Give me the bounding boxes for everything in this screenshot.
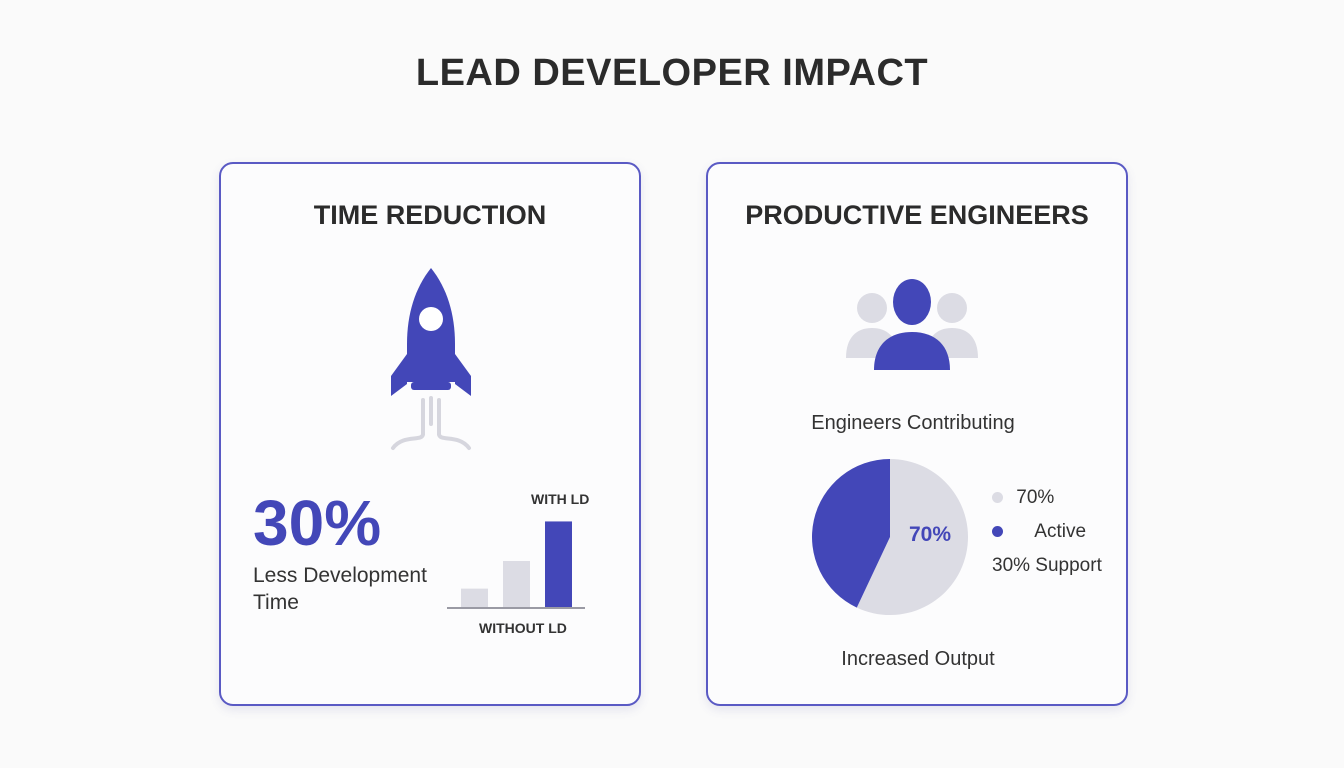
- team-people-icon: [846, 279, 978, 370]
- legend-item: 30% Support: [992, 555, 1102, 577]
- legend-dot-accent: [992, 526, 1003, 538]
- bar: [503, 561, 530, 607]
- pie-slice-support: [856, 459, 968, 615]
- pie-chart-heading: Engineers Contributing: [811, 412, 1015, 434]
- time-reduction-caption: Less Development Time: [253, 564, 427, 614]
- engineers-pie-chart: 70%: [812, 459, 968, 615]
- card-footer-label: Increased Output: [841, 648, 995, 670]
- rocket-icon: [391, 268, 471, 450]
- legend-dot-muted: [992, 492, 1003, 504]
- pie-slice-active: [812, 459, 890, 608]
- time-reduction-title: TIME REDUCTION: [313, 200, 547, 230]
- time-reduction-card: TIME REDUCTION 30% Less Development Time…: [219, 162, 641, 706]
- bar-label-with-ld: WITH LD: [531, 491, 590, 507]
- legend-item: 70%: [992, 487, 1102, 521]
- bar: [545, 521, 572, 607]
- bar-label-without-ld: WITHOUT LD: [479, 620, 567, 636]
- legend-label: Active: [1034, 521, 1087, 542]
- bar: [461, 588, 488, 607]
- pie-legend: 70% Active 30% Support: [992, 487, 1102, 577]
- legend-label: 70%: [1016, 487, 1055, 508]
- legend-item: Active: [992, 521, 1102, 555]
- productive-engineers-title: PRODUCTIVE ENGINEERS: [745, 200, 1089, 230]
- development-time-bar-chart: [447, 521, 585, 609]
- productive-engineers-card: PRODUCTIVE ENGINEERS Engineers Contribut…: [706, 162, 1128, 706]
- page-title: LEAD DEVELOPER IMPACT: [415, 52, 929, 94]
- legend-label: 30% Support: [992, 555, 1102, 576]
- time-reduction-value: 30%: [253, 487, 382, 559]
- pie-center-label: 70%: [909, 523, 951, 546]
